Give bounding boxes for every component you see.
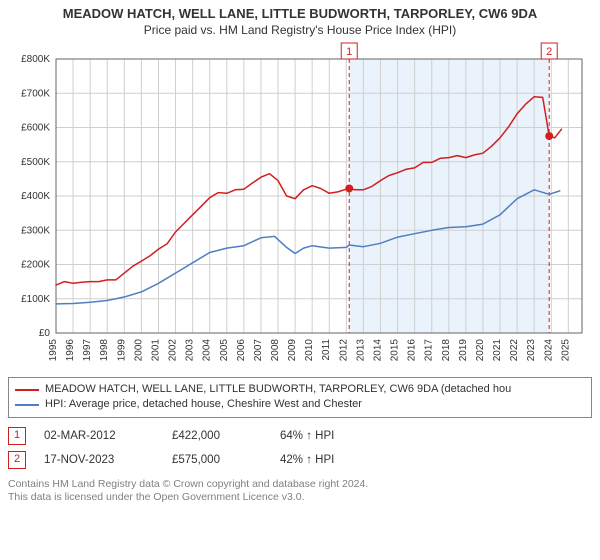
event-row: 2 17-NOV-2023 £575,000 42% ↑ HPI <box>8 448 592 472</box>
footer-line-1: Contains HM Land Registry data © Crown c… <box>8 478 592 492</box>
event-row: 1 02-MAR-2012 £422,000 64% ↑ HPI <box>8 424 592 448</box>
svg-text:2025: 2025 <box>560 338 571 361</box>
legend-label: MEADOW HATCH, WELL LANE, LITTLE BUDWORTH… <box>45 382 511 397</box>
svg-text:2023: 2023 <box>526 338 537 361</box>
svg-text:2011: 2011 <box>321 338 332 360</box>
svg-text:2007: 2007 <box>253 338 264 361</box>
svg-text:2017: 2017 <box>424 338 435 361</box>
event-table: 1 02-MAR-2012 £422,000 64% ↑ HPI 2 17-NOV-202… <box>8 424 592 472</box>
svg-text:2021: 2021 <box>492 338 503 361</box>
event-price: £575,000 <box>172 454 262 466</box>
svg-text:2019: 2019 <box>458 338 469 361</box>
svg-text:2009: 2009 <box>287 338 298 361</box>
svg-text:2004: 2004 <box>202 338 213 361</box>
event-price: £422,000 <box>172 430 262 442</box>
svg-text:2005: 2005 <box>219 338 230 361</box>
chart-subtitle: Price paid vs. HM Land Registry's House … <box>8 23 592 37</box>
svg-text:£300K: £300K <box>21 225 50 236</box>
svg-text:1995: 1995 <box>48 338 59 361</box>
svg-text:2020: 2020 <box>475 338 486 361</box>
legend-label: HPI: Average price, detached house, Ches… <box>45 397 362 412</box>
svg-text:2015: 2015 <box>390 338 401 361</box>
line-chart: £0 £100K £200K £300K £400K £500K £600K £700K £80… <box>8 41 592 371</box>
legend-swatch <box>15 389 39 391</box>
svg-text:£500K: £500K <box>21 157 50 168</box>
svg-text:2018: 2018 <box>441 338 452 361</box>
legend-item: HPI: Average price, detached house, Ches… <box>15 397 585 412</box>
legend-swatch <box>15 404 39 406</box>
chart-svg: £0 £100K £200K £300K £400K £500K £600K £700K £80… <box>8 41 592 371</box>
svg-text:2022: 2022 <box>509 338 520 361</box>
svg-text:2001: 2001 <box>150 338 161 361</box>
svg-text:£700K: £700K <box>21 88 50 99</box>
svg-text:2016: 2016 <box>407 338 418 361</box>
svg-text:2013: 2013 <box>355 338 366 361</box>
svg-text:£400K: £400K <box>21 191 50 202</box>
event-marker: 2 <box>8 451 26 469</box>
footer-line-2: This data is licensed under the Open Gov… <box>8 491 592 505</box>
chart-title: MEADOW HATCH, WELL LANE, LITTLE BUDWORTH… <box>8 6 592 23</box>
svg-text:1996: 1996 <box>65 338 76 361</box>
svg-text:2014: 2014 <box>372 338 383 361</box>
event-delta: 42% ↑ HPI <box>280 454 334 466</box>
event-date: 02-MAR-2012 <box>44 430 154 442</box>
svg-text:£0: £0 <box>39 328 51 339</box>
svg-text:1997: 1997 <box>82 338 93 361</box>
svg-text:2002: 2002 <box>168 338 179 361</box>
svg-text:2: 2 <box>546 46 552 58</box>
svg-text:2003: 2003 <box>185 338 196 361</box>
license-footer: Contains HM Land Registry data © Crown c… <box>8 478 592 505</box>
event-date: 17-NOV-2023 <box>44 454 154 466</box>
svg-text:£100K: £100K <box>21 294 50 305</box>
svg-text:2012: 2012 <box>338 338 349 361</box>
legend: MEADOW HATCH, WELL LANE, LITTLE BUDWORTH… <box>8 377 592 418</box>
svg-text:£200K: £200K <box>21 259 50 270</box>
event-marker: 1 <box>8 427 26 445</box>
svg-text:1998: 1998 <box>99 338 110 361</box>
svg-text:2010: 2010 <box>304 338 315 361</box>
svg-text:2008: 2008 <box>270 338 281 361</box>
legend-item: MEADOW HATCH, WELL LANE, LITTLE BUDWORTH… <box>15 382 585 397</box>
svg-text:£800K: £800K <box>21 54 50 65</box>
svg-text:2024: 2024 <box>543 338 554 361</box>
svg-text:1999: 1999 <box>116 338 127 361</box>
svg-text:£600K: £600K <box>21 122 50 133</box>
svg-text:1: 1 <box>346 46 352 58</box>
svg-text:2006: 2006 <box>236 338 247 361</box>
svg-text:2000: 2000 <box>133 338 144 361</box>
event-delta: 64% ↑ HPI <box>280 430 334 442</box>
